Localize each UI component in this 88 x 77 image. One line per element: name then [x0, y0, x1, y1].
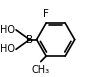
- Text: CH₃: CH₃: [32, 65, 50, 75]
- Text: HO: HO: [0, 25, 15, 35]
- Text: F: F: [43, 9, 49, 19]
- Text: B: B: [26, 35, 33, 45]
- Text: HO: HO: [0, 44, 15, 54]
